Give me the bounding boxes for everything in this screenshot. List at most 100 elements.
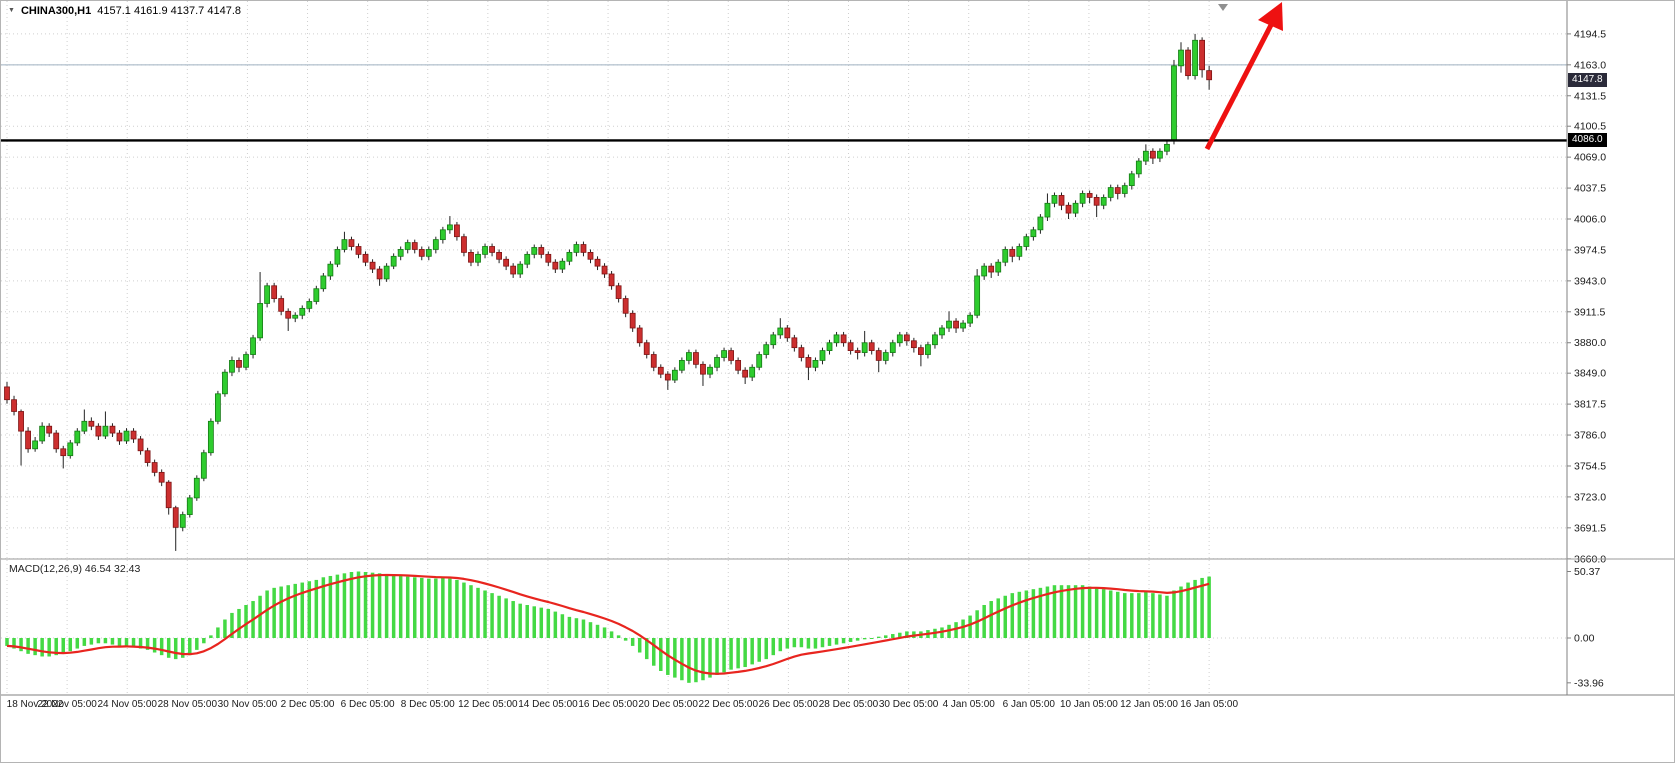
candle-body bbox=[686, 352, 692, 361]
candle-body bbox=[791, 337, 798, 349]
time-axis-label: 6 Jan 05:00 bbox=[1003, 699, 1056, 710]
candle-body bbox=[1128, 173, 1135, 187]
candle-body bbox=[1030, 229, 1037, 238]
macd-histogram-bar bbox=[1115, 591, 1120, 638]
price-gridlines bbox=[1, 33, 1567, 560]
macd-histogram-bar bbox=[616, 635, 621, 638]
macd-histogram-bar bbox=[532, 606, 536, 638]
price-axis-label: 3943.0 bbox=[1574, 275, 1606, 287]
macd-histogram-bar bbox=[398, 575, 403, 638]
time-axis-label: 26 Dec 05:00 bbox=[759, 699, 819, 710]
macd-histogram-bar bbox=[841, 638, 846, 644]
candle-body bbox=[1072, 202, 1079, 214]
price-axis-label: 4131.5 bbox=[1574, 90, 1606, 102]
candle-body bbox=[1164, 143, 1170, 152]
macd-histogram-bar bbox=[1031, 589, 1036, 638]
macd-histogram-bar bbox=[623, 638, 628, 641]
macd-histogram-bar bbox=[216, 627, 220, 638]
candle-body bbox=[1093, 196, 1100, 206]
macd-histogram-bar bbox=[736, 638, 740, 669]
candle-body bbox=[657, 366, 664, 375]
symbol-dropdown-icon[interactable]: ▼ bbox=[8, 7, 15, 14]
macd-axis[interactable]: 50.37 0.00 -33.96 bbox=[1567, 566, 1604, 689]
macd-histogram-bar bbox=[335, 574, 340, 638]
macd-histogram-bar bbox=[1101, 589, 1106, 638]
candle-body bbox=[446, 224, 453, 231]
candle-body bbox=[503, 258, 510, 267]
candle-body bbox=[714, 357, 720, 368]
macd-histogram-bar bbox=[743, 638, 747, 668]
candle-body bbox=[531, 247, 538, 255]
candle-body bbox=[910, 340, 917, 349]
macd-histogram-bar bbox=[715, 638, 719, 675]
macd-histogram-bar bbox=[778, 638, 783, 652]
price-axis-label: 3691.5 bbox=[1574, 522, 1606, 534]
price-axis-label: 3849.0 bbox=[1574, 368, 1606, 380]
macd-histogram-bar bbox=[673, 638, 677, 678]
macd-histogram-bar bbox=[989, 601, 993, 638]
candle-body bbox=[1023, 236, 1030, 247]
macd-histogram-bar bbox=[848, 638, 853, 642]
candle-body bbox=[594, 258, 601, 267]
macd-histogram-bar bbox=[891, 634, 895, 638]
macd-histogram-bar bbox=[412, 577, 417, 638]
time-axis-label: 22 Nov 05:00 bbox=[37, 699, 97, 710]
macd-histogram-bar bbox=[757, 638, 761, 662]
time-gridlines bbox=[6, 1, 1210, 695]
macd-histogram-bar bbox=[1151, 593, 1155, 638]
macd-histogram-bar bbox=[1179, 586, 1183, 638]
price-axis-label: 4006.0 bbox=[1574, 214, 1606, 226]
macd-histogram-bar bbox=[356, 571, 361, 638]
macd-histogram-bar bbox=[258, 595, 262, 638]
candle-body bbox=[60, 448, 67, 457]
candle-body bbox=[932, 334, 938, 346]
macd-histogram-bar bbox=[19, 638, 23, 652]
price-axis-label: 4037.5 bbox=[1574, 183, 1606, 195]
candle-body bbox=[826, 342, 833, 351]
macd-histogram-bar bbox=[244, 605, 248, 638]
candle-body bbox=[721, 350, 727, 358]
macd-histogram-bar bbox=[1017, 591, 1022, 638]
macd-histogram-bar bbox=[188, 638, 192, 656]
candle-body bbox=[847, 342, 854, 351]
macd-histogram-bar bbox=[490, 593, 494, 638]
macd-histogram-bar bbox=[1172, 590, 1176, 638]
macd-histogram-bar bbox=[448, 578, 452, 638]
candle-body bbox=[32, 440, 39, 450]
time-axis-label: 12 Jan 05:00 bbox=[1120, 699, 1178, 710]
macd-histogram-bar bbox=[96, 638, 101, 644]
macd-histogram-bar bbox=[110, 638, 115, 645]
candle-body bbox=[207, 420, 214, 454]
macd-histogram-bar bbox=[131, 638, 136, 648]
candle-body bbox=[510, 265, 517, 275]
candle-body bbox=[306, 301, 313, 309]
macd-histogram-bar bbox=[581, 619, 586, 638]
macd-histogram-bar bbox=[117, 638, 122, 646]
candle-body bbox=[939, 327, 945, 336]
macd-histogram-bar bbox=[12, 638, 16, 649]
candle-body bbox=[664, 373, 671, 381]
candle-body bbox=[756, 354, 763, 368]
candle-body bbox=[1058, 195, 1065, 206]
price-axis-label: 3786.0 bbox=[1574, 430, 1606, 442]
macd-axis-label: -33.96 bbox=[1574, 677, 1604, 689]
macd-histogram-bar bbox=[764, 638, 768, 660]
candle-body bbox=[88, 420, 95, 427]
macd-histogram-bar bbox=[26, 638, 30, 654]
candle-body bbox=[39, 425, 46, 442]
macd-histogram-bar bbox=[434, 578, 438, 638]
macd-histogram-bar bbox=[1003, 595, 1008, 638]
candle-body bbox=[264, 285, 271, 304]
macd-histogram-bar bbox=[1158, 594, 1162, 638]
trend-arrow[interactable] bbox=[1204, 2, 1283, 151]
candle-body bbox=[566, 251, 573, 262]
macd-histogram-bar bbox=[546, 608, 551, 638]
candle-body bbox=[896, 334, 903, 344]
macd-histogram-bar bbox=[349, 572, 354, 638]
price-axis[interactable]: 4194.5 4163.0 4131.5 4100.5 4069.0 4037.5 4006… bbox=[1567, 28, 1606, 565]
candle-body bbox=[1086, 193, 1093, 198]
macd-histogram-bar bbox=[1207, 576, 1211, 638]
candle-body bbox=[320, 275, 327, 290]
